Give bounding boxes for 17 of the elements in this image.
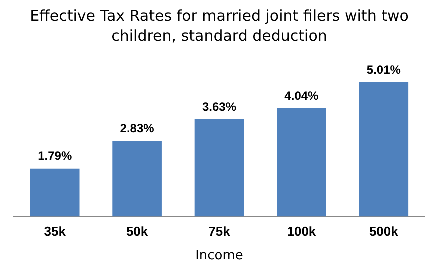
bar [194, 120, 244, 217]
x-tick-label: 100k [287, 224, 317, 240]
x-tick-label: 50k [126, 224, 149, 240]
x-tick-label: 75k [208, 224, 232, 240]
data-label: 3.63% [202, 100, 237, 114]
bar [359, 82, 409, 217]
bar [30, 168, 80, 217]
chart-title: Effective Tax Rates for married joint filers with two children, standard deduction [30, 6, 410, 46]
x-tick-label: 500k [369, 224, 400, 240]
x-tick-label: 35k [44, 224, 67, 240]
bar [277, 108, 326, 217]
data-label: 5.01% [366, 62, 402, 77]
data-label: 1.79% [38, 149, 72, 164]
data-label: 4.04% [284, 88, 320, 103]
bar [112, 140, 162, 217]
data-label: 2.83% [120, 121, 155, 136]
x-axis-title: Income [196, 248, 244, 264]
